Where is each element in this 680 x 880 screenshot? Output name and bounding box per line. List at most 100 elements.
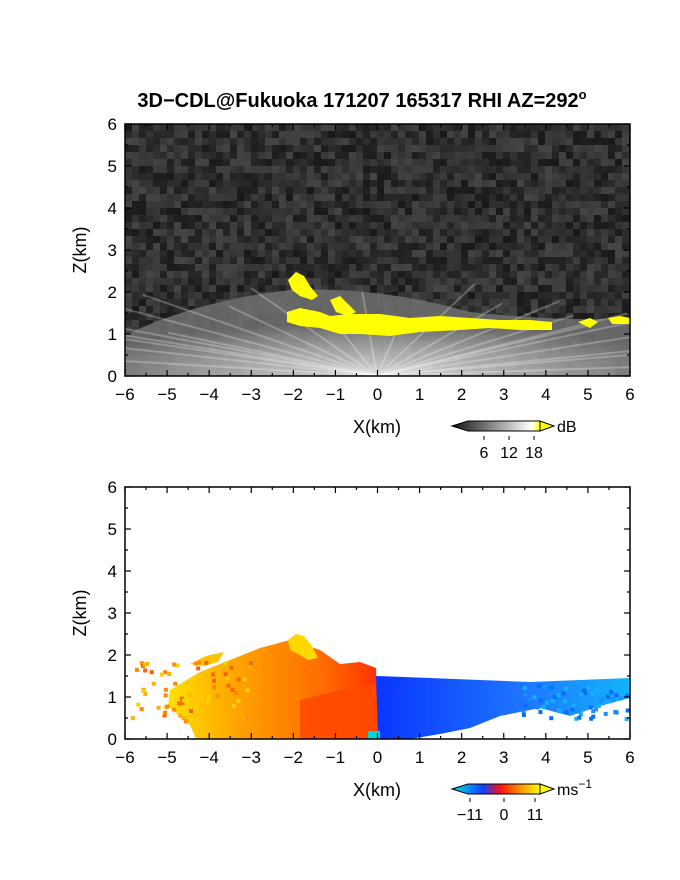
noise-cell: [412, 250, 419, 257]
noise-cell: [538, 306, 545, 313]
noise-cell: [202, 285, 209, 292]
noise-cell: [531, 187, 538, 194]
noise-cell: [622, 264, 629, 271]
noise-cell: [433, 194, 440, 201]
noise-cell: [307, 215, 314, 222]
noise-cell: [209, 180, 216, 187]
noise-cell: [552, 180, 559, 187]
noise-cell: [594, 159, 601, 166]
noise-cell: [139, 236, 146, 243]
noise-cell: [342, 145, 349, 152]
noise-cell: [468, 299, 475, 306]
noise-cell: [559, 145, 566, 152]
noise-cell: [440, 292, 447, 299]
noise-cell: [608, 299, 615, 306]
noise-cell: [230, 201, 237, 208]
noise-cell: [475, 271, 482, 278]
positive-speck: [248, 661, 253, 666]
colorbar-tick-label: 18: [525, 445, 543, 462]
noise-cell: [307, 264, 314, 271]
noise-cell: [132, 194, 139, 201]
noise-cell: [573, 124, 580, 131]
noise-cell: [258, 243, 265, 250]
noise-cell: [391, 124, 398, 131]
noise-cell: [356, 236, 363, 243]
noise-cell: [615, 264, 622, 271]
noise-cell: [384, 194, 391, 201]
noise-cell: [559, 257, 566, 264]
noise-cell: [573, 257, 580, 264]
noise-cell: [265, 187, 272, 194]
noise-cell: [384, 229, 391, 236]
noise-cell: [601, 313, 608, 320]
noise-cell: [398, 159, 405, 166]
noise-cell: [258, 194, 265, 201]
noise-cell: [412, 201, 419, 208]
noise-cell: [475, 257, 482, 264]
noise-cell: [496, 124, 503, 131]
negative-speck: [553, 695, 558, 700]
noise-cell: [244, 159, 251, 166]
noise-cell: [517, 299, 524, 306]
noise-cell: [286, 194, 293, 201]
noise-cell: [601, 145, 608, 152]
noise-cell: [174, 285, 181, 292]
noise-cell: [538, 278, 545, 285]
noise-cell: [384, 173, 391, 180]
noise-cell: [370, 159, 377, 166]
noise-cell: [160, 250, 167, 257]
noise-cell: [293, 173, 300, 180]
negative-speck: [600, 696, 605, 701]
noise-cell: [587, 313, 594, 320]
noise-cell: [370, 166, 377, 173]
noise-cell: [615, 236, 622, 243]
noise-cell: [139, 285, 146, 292]
noise-cell: [573, 215, 580, 222]
noise-cell: [503, 243, 510, 250]
noise-cell: [405, 173, 412, 180]
noise-cell: [195, 292, 202, 299]
noise-cell: [237, 159, 244, 166]
noise-cell: [349, 159, 356, 166]
noise-cell: [237, 201, 244, 208]
noise-cell: [419, 243, 426, 250]
noise-cell: [356, 166, 363, 173]
noise-cell: [335, 264, 342, 271]
noise-cell: [314, 187, 321, 194]
noise-cell: [566, 201, 573, 208]
noise-cell: [251, 264, 258, 271]
noise-cell: [188, 299, 195, 306]
noise-cell: [377, 285, 384, 292]
noise-cell: [139, 187, 146, 194]
noise-cell: [384, 278, 391, 285]
noise-cell: [545, 229, 552, 236]
noise-cell: [468, 215, 475, 222]
noise-cell: [524, 278, 531, 285]
noise-cell: [419, 180, 426, 187]
noise-cell: [132, 166, 139, 173]
positive-speck: [139, 707, 144, 712]
noise-cell: [580, 187, 587, 194]
noise-cell: [251, 257, 258, 264]
noise-cell: [461, 201, 468, 208]
noise-cell: [188, 285, 195, 292]
noise-cell: [559, 138, 566, 145]
noise-cell: [335, 278, 342, 285]
noise-cell: [622, 236, 629, 243]
noise-cell: [321, 236, 328, 243]
noise-cell: [419, 292, 426, 299]
noise-cell: [384, 243, 391, 250]
noise-cell: [272, 264, 279, 271]
noise-cell: [538, 292, 545, 299]
noise-cell: [454, 264, 461, 271]
noise-cell: [594, 306, 601, 313]
noise-cell: [510, 159, 517, 166]
noise-cell: [230, 166, 237, 173]
noise-cell: [342, 229, 349, 236]
noise-cell: [244, 222, 251, 229]
noise-cell: [370, 180, 377, 187]
positive-speck: [163, 670, 168, 675]
noise-cell: [244, 173, 251, 180]
negative-speck: [590, 691, 595, 696]
noise-cell: [552, 173, 559, 180]
